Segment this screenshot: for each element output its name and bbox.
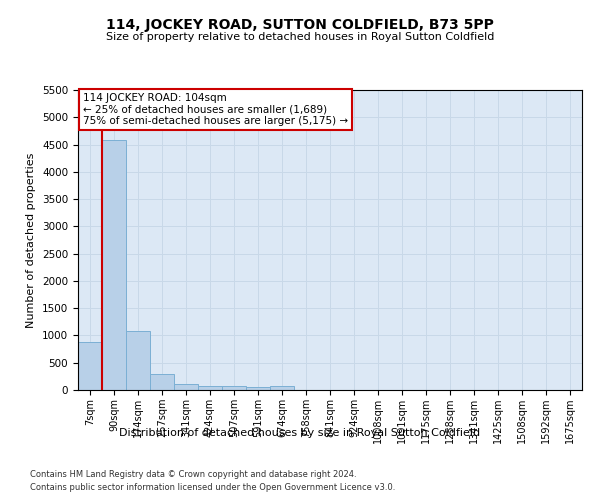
Bar xyxy=(102,140,126,390)
Bar xyxy=(126,331,150,390)
Bar xyxy=(150,374,174,390)
Bar xyxy=(270,386,294,390)
Y-axis label: Number of detached properties: Number of detached properties xyxy=(26,152,37,328)
Text: Distribution of detached houses by size in Royal Sutton Coldfield: Distribution of detached houses by size … xyxy=(119,428,481,438)
Bar xyxy=(246,386,270,390)
Bar xyxy=(198,386,222,390)
Text: Size of property relative to detached houses in Royal Sutton Coldfield: Size of property relative to detached ho… xyxy=(106,32,494,42)
Bar xyxy=(174,384,198,390)
Text: 114, JOCKEY ROAD, SUTTON COLDFIELD, B73 5PP: 114, JOCKEY ROAD, SUTTON COLDFIELD, B73 … xyxy=(106,18,494,32)
Text: 114 JOCKEY ROAD: 104sqm
← 25% of detached houses are smaller (1,689)
75% of semi: 114 JOCKEY ROAD: 104sqm ← 25% of detache… xyxy=(83,93,348,126)
Bar xyxy=(78,342,102,390)
Text: Contains HM Land Registry data © Crown copyright and database right 2024.: Contains HM Land Registry data © Crown c… xyxy=(30,470,356,479)
Bar xyxy=(222,386,246,390)
Text: Contains public sector information licensed under the Open Government Licence v3: Contains public sector information licen… xyxy=(30,482,395,492)
